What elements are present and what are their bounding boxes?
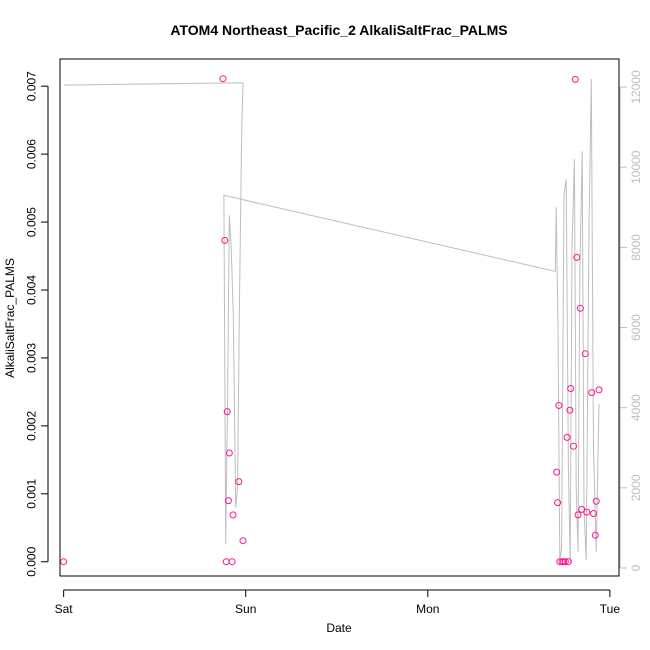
- y-axis-label: AlkaliSaltFrac_PALMS: [3, 258, 17, 378]
- data-point: [222, 558, 230, 566]
- data-point: [221, 236, 229, 244]
- data-point: [574, 511, 582, 519]
- x-tick-label: Sun: [235, 602, 256, 616]
- data-point: [228, 558, 236, 566]
- x-tick-label: Sat: [55, 602, 74, 616]
- data-point: [555, 402, 563, 409]
- y-left-tick-label: 0.004: [25, 275, 39, 305]
- data-point: [223, 408, 231, 416]
- series-line-1: [63, 78, 600, 565]
- x-tick-label: Mon: [416, 602, 439, 616]
- y-right-tick-label: 10000: [629, 150, 643, 184]
- plot-frame: [59, 58, 620, 577]
- data-point: [591, 531, 599, 539]
- data-point: [229, 511, 237, 519]
- data-point: [571, 75, 579, 83]
- data-point: [224, 497, 232, 505]
- data-point: [595, 386, 603, 394]
- data-point: [583, 508, 591, 516]
- chart-title: ATOM4 Northeast_Pacific_2 AlkaliSaltFrac…: [170, 22, 507, 38]
- data-point: [225, 449, 233, 457]
- data-point: [566, 406, 574, 414]
- data-point: [235, 478, 243, 486]
- data-point: [581, 350, 589, 358]
- plot-layer: Sat Sun Mon Tue 0.000 0.001 0.002 0.003 0.004 0.0…: [25, 58, 643, 616]
- data-point: [563, 433, 571, 441]
- data-point: [567, 385, 575, 392]
- y-left-tick-label: 0.002: [25, 411, 39, 441]
- data-point: [219, 75, 227, 83]
- y-left-tick-label: 0.005: [25, 207, 39, 237]
- data-point: [564, 558, 572, 566]
- y-right-tick-label: 4000: [629, 394, 643, 421]
- data-point: [588, 389, 596, 397]
- data-point: [590, 510, 597, 517]
- data-point: [576, 304, 584, 312]
- y-left-tick-label: 0.006: [25, 139, 39, 169]
- data-point: [60, 558, 68, 566]
- y-right-tick-label: 2000: [629, 474, 643, 501]
- data-point: [570, 442, 577, 450]
- y-left-tick-label: 0.003: [25, 343, 39, 373]
- data-point: [573, 253, 581, 261]
- x-tick-label: Tue: [600, 602, 621, 616]
- y-left-tick-label: 0.000: [25, 546, 39, 576]
- y-right-tick-label: 8000: [629, 234, 643, 261]
- y-left-tick-label: 0.007: [25, 71, 39, 101]
- y-right-tick-label: 12000: [629, 70, 643, 104]
- data-point: [554, 499, 562, 507]
- data-point: [553, 468, 561, 476]
- y-right-tick-label: 6000: [629, 314, 643, 341]
- data-point: [592, 497, 600, 505]
- data-point: [561, 558, 569, 566]
- y-right-tick-label: 0: [629, 564, 643, 571]
- x-axis-label: Date: [326, 621, 352, 635]
- y-left-tick-label: 0.001: [25, 478, 39, 508]
- data-point: [239, 537, 247, 545]
